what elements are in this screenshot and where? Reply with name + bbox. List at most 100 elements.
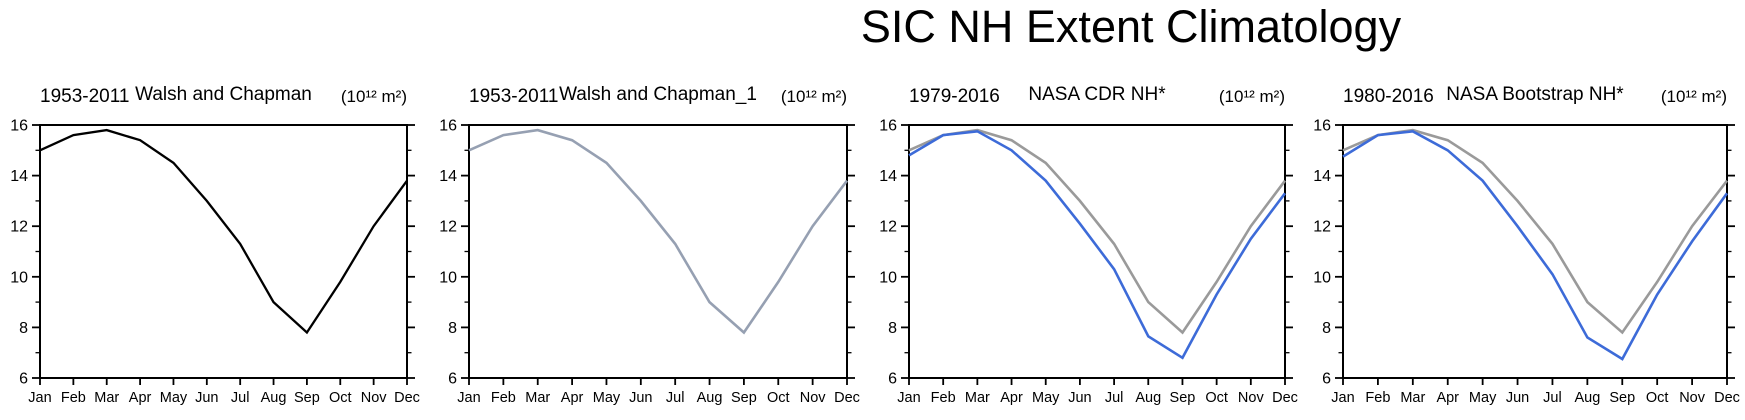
month-label: May [1032, 390, 1060, 406]
month-label: Aug [261, 390, 287, 406]
month-label: Feb [491, 390, 516, 406]
y-tick-label: 10 [1313, 269, 1331, 286]
month-label: Sep [294, 390, 320, 406]
y-tick-label: 16 [439, 118, 457, 135]
month-label: Sep [1609, 390, 1635, 406]
y-tick-label: 8 [888, 320, 897, 337]
month-label: Aug [1135, 390, 1161, 406]
y-tick-label: 12 [879, 219, 897, 236]
month-label: Mar [525, 390, 550, 406]
month-label: Oct [767, 390, 790, 406]
y-tick-label: 16 [879, 118, 897, 135]
y-tick-label: 8 [448, 320, 457, 337]
y-tick-label: 16 [1313, 118, 1331, 135]
y-tick-label: 6 [448, 371, 457, 388]
y-tick-label: 12 [439, 219, 457, 236]
month-label: Nov [361, 390, 388, 406]
panel-period: 1953-2011 [469, 86, 559, 107]
y-tick-label: 16 [10, 118, 28, 135]
month-label: Nov [1238, 390, 1265, 406]
month-label: Apr [1000, 390, 1023, 406]
month-label: Mar [965, 390, 990, 406]
series-line-reference-gray [908, 128, 1287, 335]
axis-tick-labels: 6 8 10 12 14 16 Jan Feb Mar Apr May Jun Jul Aug Sep Oct… [10, 118, 420, 407]
month-label: Oct [1646, 390, 1669, 406]
y-tick-label: 14 [1313, 168, 1331, 185]
y-tick-label: 6 [1322, 371, 1331, 388]
y-tick-label: 6 [888, 371, 897, 388]
month-label: Jul [231, 390, 250, 406]
panel-title: NASA Bootstrap NH* [1446, 84, 1624, 105]
month-label: Apr [129, 390, 152, 406]
figure-title: SIC NH Extent Climatology [860, 1, 1402, 52]
series-line-walsh-and-chapman [39, 128, 408, 335]
month-label: Jul [1543, 390, 1562, 406]
panel-units: (10¹² m²) [340, 87, 407, 106]
panel-header-nasa-cdr: 1979-2016 NASA CDR NH* (10¹² m²) [909, 84, 1285, 108]
month-label: Mar [1400, 390, 1425, 406]
month-label: Aug [1574, 390, 1600, 406]
panel-header-walsh-chapman-1: 1953-2011 Walsh and Chapman_1 (10¹² m²) [469, 84, 847, 108]
month-label: Jun [1506, 390, 1529, 406]
axis-tick-labels: 6 8 10 12 14 16 Jan Feb Mar Apr May Jun Jul Aug Sep Oct… [1313, 118, 1740, 407]
y-tick-label: 10 [879, 269, 897, 286]
month-label: Feb [1365, 390, 1390, 406]
month-label: Aug [697, 390, 723, 406]
y-tick-label: 8 [19, 320, 28, 337]
month-label: Jun [629, 390, 652, 406]
y-tick-label: 10 [10, 269, 28, 286]
y-tick-label: 14 [439, 168, 457, 185]
axis-ticks [461, 124, 855, 385]
panel-units: (10¹² m²) [1660, 87, 1727, 106]
axis-frame [468, 124, 848, 379]
panel-plot-3: 6 8 10 12 14 16 Jan Feb Mar Apr May Jun Jul Aug Sep Oct… [1313, 118, 1740, 407]
month-label: Feb [931, 390, 956, 406]
month-label: Dec [834, 390, 860, 406]
month-label: Dec [1272, 390, 1298, 406]
month-label: Jan [1331, 390, 1354, 406]
panel-period: 1979-2016 [909, 86, 1000, 107]
axis-ticks [1335, 124, 1735, 385]
panel-units: (10¹² m²) [1218, 87, 1285, 106]
y-tick-label: 6 [19, 371, 28, 388]
month-label: Sep [731, 390, 757, 406]
y-tick-label: 14 [879, 168, 897, 185]
month-label: Jan [457, 390, 480, 406]
panel-period: 1953-2011 [40, 86, 130, 107]
y-tick-label: 10 [439, 269, 457, 286]
panel-plot-0: 6 8 10 12 14 16 Jan Feb Mar Apr May Jun Jul Aug Sep Oct… [10, 118, 420, 407]
month-label: Apr [1436, 390, 1459, 406]
axis-frame [908, 124, 1286, 379]
month-label: Apr [561, 390, 584, 406]
month-label: Oct [329, 390, 352, 406]
month-label: Jul [1105, 390, 1124, 406]
month-label: Dec [394, 390, 420, 406]
month-label: Mar [94, 390, 119, 406]
month-label: Jun [195, 390, 218, 406]
series-line-nasa-bootstrap-nh [1342, 129, 1729, 361]
y-tick-label: 8 [1322, 320, 1331, 337]
panel-header-walsh-chapman: 1953-2011 Walsh and Chapman (10¹² m²) [40, 84, 407, 108]
month-label: Sep [1170, 390, 1196, 406]
panel-title: Walsh and Chapman_1 [559, 84, 757, 105]
month-label: Dec [1714, 390, 1740, 406]
month-label: Jan [897, 390, 920, 406]
series-line-nasa-cdr-nh [908, 129, 1287, 360]
panel-units: (10¹² m²) [780, 87, 847, 106]
panel-title: Walsh and Chapman [135, 84, 312, 105]
month-label: Jul [666, 390, 685, 406]
month-label: Jun [1068, 390, 1091, 406]
month-label: Jan [28, 390, 51, 406]
y-tick-label: 12 [10, 219, 28, 236]
axis-tick-labels: 6 8 10 12 14 16 Jan Feb Mar Apr May Jun Jul Aug Sep Oct… [879, 118, 1298, 407]
series-line-walsh-and-chapman-1 [468, 128, 849, 335]
panel-plot-1: 6 8 10 12 14 16 Jan Feb Mar Apr May Jun Jul Aug Sep Oct… [439, 118, 860, 407]
axis-ticks [901, 124, 1293, 385]
month-label: May [1469, 390, 1497, 406]
month-label: Nov [800, 390, 827, 406]
month-label: Feb [61, 390, 86, 406]
month-label: May [593, 390, 621, 406]
month-label: Nov [1679, 390, 1706, 406]
